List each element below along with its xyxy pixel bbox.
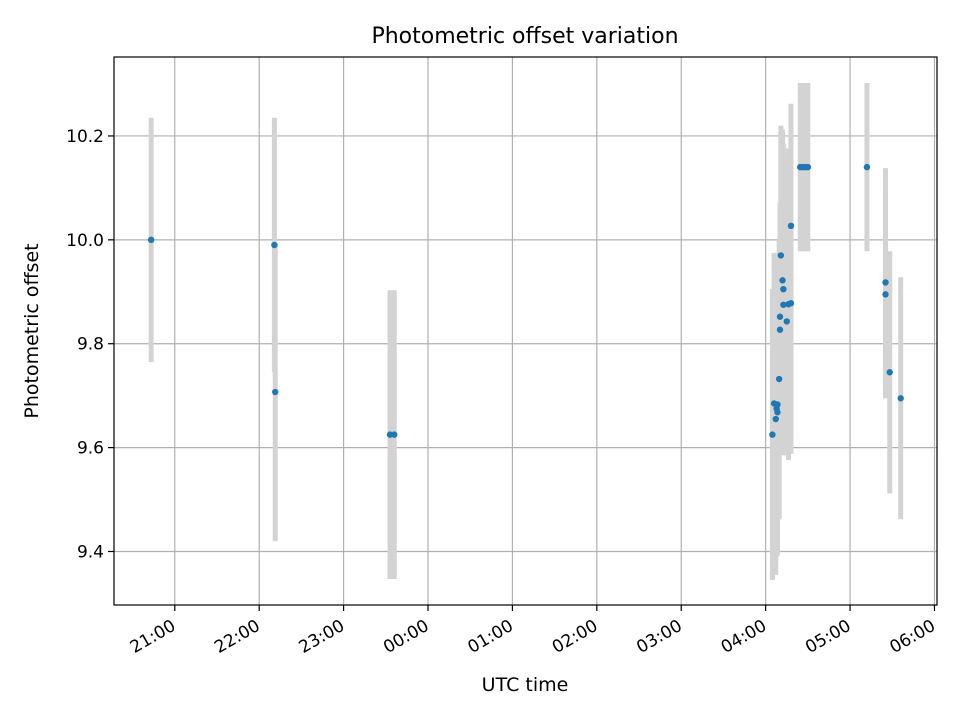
data-point: [272, 388, 279, 396]
data-point: [863, 163, 871, 171]
chart-title: Photometric offset variation: [371, 24, 678, 49]
y-tick-label: 10.2: [66, 127, 104, 147]
data-point: [897, 395, 904, 402]
y-tick-label: 9.4: [77, 542, 104, 562]
data-point: [783, 318, 790, 325]
data-point: [777, 252, 785, 259]
data-point: [271, 241, 278, 249]
data-point: [775, 375, 783, 383]
data-point: [804, 163, 812, 171]
data-point: [147, 236, 155, 244]
data-point: [776, 326, 784, 333]
data-point: [772, 415, 779, 423]
data-point: [882, 291, 889, 298]
plot-area: [114, 57, 937, 605]
data-point: [882, 279, 889, 286]
data-point: [769, 431, 776, 438]
y-tick-label: 9.8: [77, 335, 104, 355]
y-tick-label: 9.6: [77, 439, 104, 459]
data-point: [780, 301, 787, 308]
data-point: [886, 369, 893, 376]
plot-frame: [113, 56, 938, 606]
data-point: [391, 431, 398, 438]
data-points: [147, 163, 904, 438]
data-point: [787, 222, 795, 230]
y-tick-label: 10.0: [66, 231, 104, 251]
data-point: [774, 401, 781, 408]
data-point: [774, 409, 781, 416]
x-axis-label: UTC time: [482, 674, 569, 696]
data-point: [776, 313, 784, 320]
data-point: [779, 277, 786, 284]
y-axis-ticks: 9.4 9.6 9.8 10.0 10.2: [66, 127, 114, 562]
data-point: [787, 300, 795, 307]
data-point: [780, 285, 787, 293]
y-axis-label: Photometric offset: [21, 243, 43, 418]
grid: [114, 57, 937, 605]
